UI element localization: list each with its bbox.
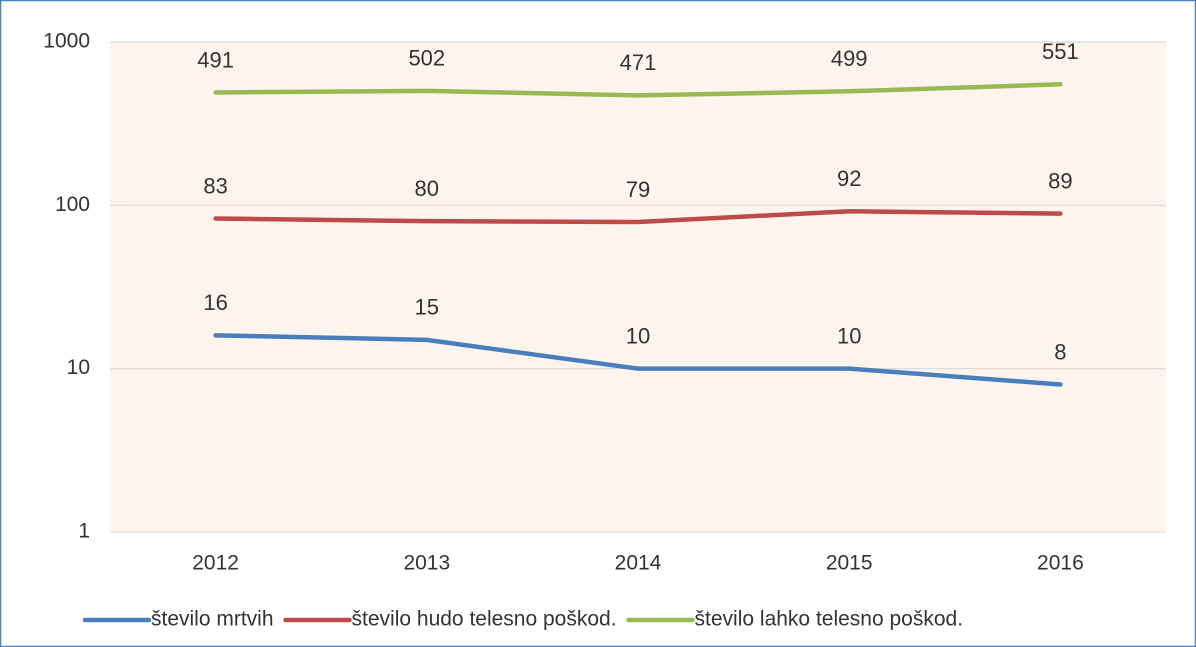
data-label: 499 [831, 46, 868, 71]
data-label: 15 [415, 295, 439, 320]
x-tick-label: 2015 [826, 552, 873, 575]
y-tick-label: 1000 [43, 30, 90, 53]
data-label: 16 [203, 290, 227, 315]
data-label: 8 [1054, 339, 1066, 364]
y-tick-label: 100 [55, 193, 90, 216]
data-label: 471 [620, 50, 657, 75]
series-line [213, 208, 1063, 225]
data-label: 92 [837, 166, 861, 191]
plot-area [110, 42, 1166, 532]
x-tick-label: 2014 [615, 552, 662, 575]
data-label: 10 [837, 323, 861, 348]
x-tick-label: 2013 [403, 552, 450, 575]
data-label: 10 [626, 323, 650, 348]
y-tick-label: 1 [78, 520, 90, 543]
data-label: 89 [1048, 168, 1072, 193]
data-label: 551 [1042, 39, 1079, 64]
series-line [213, 82, 1063, 98]
x-tick-label: 2016 [1037, 552, 1084, 575]
data-label: 79 [626, 177, 650, 202]
data-label: 80 [415, 176, 439, 201]
legend-label: število hudo telesno poškod. [352, 608, 617, 631]
data-label: 83 [203, 173, 227, 198]
y-tick-label: 10 [67, 356, 90, 379]
legend-label: število mrtvih [151, 608, 274, 631]
data-label: 502 [408, 46, 445, 71]
legend-label: število lahko telesno poškod. [695, 608, 964, 631]
data-label: 491 [197, 47, 234, 72]
x-tick-label: 2012 [192, 552, 239, 575]
series-line [213, 333, 1063, 387]
